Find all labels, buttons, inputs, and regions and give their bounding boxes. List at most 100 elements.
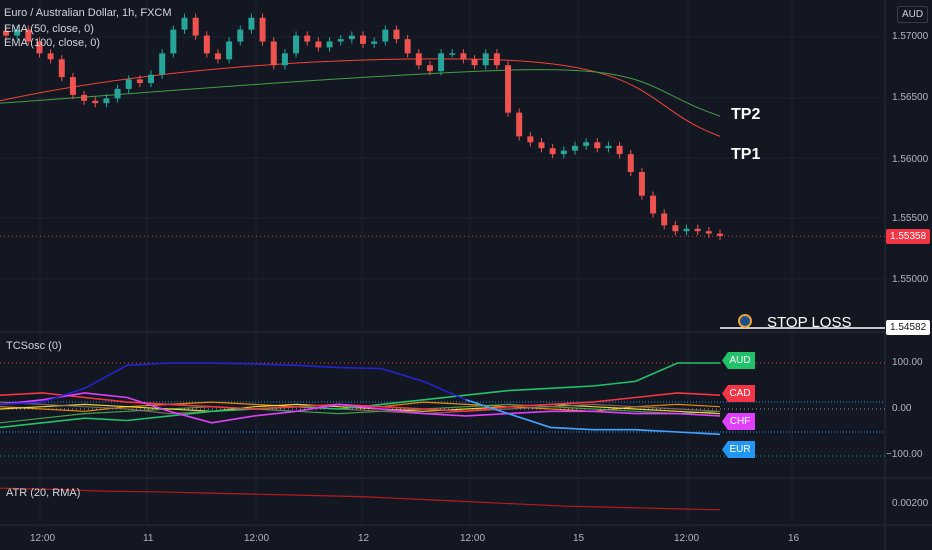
candle-body bbox=[248, 17, 255, 30]
candle-body bbox=[560, 150, 567, 155]
candle-body bbox=[415, 53, 422, 66]
candle-body bbox=[616, 145, 623, 155]
stop-loss-label[interactable]: STOP LOSS bbox=[767, 314, 852, 331]
candle-body bbox=[571, 145, 578, 151]
candle-body bbox=[170, 29, 177, 54]
candle-body bbox=[516, 112, 523, 137]
osc-tick: 0.00 bbox=[892, 403, 912, 414]
candle-body bbox=[627, 154, 634, 172]
candle-body bbox=[3, 30, 9, 36]
candle-body bbox=[125, 79, 132, 89]
time-tick: 16 bbox=[788, 533, 800, 544]
candle-body bbox=[315, 41, 322, 48]
candle-body bbox=[237, 29, 244, 42]
aud-label: AUD bbox=[722, 352, 755, 369]
candle-body bbox=[449, 53, 456, 55]
candle-body bbox=[549, 148, 556, 155]
ema100-legend: EMA (100, close, 0) bbox=[4, 37, 100, 49]
candle-body bbox=[92, 100, 99, 104]
candle-body bbox=[493, 53, 500, 66]
candle-body bbox=[426, 65, 433, 72]
stop-loss-icon bbox=[738, 314, 752, 328]
candle-body bbox=[360, 35, 366, 44]
osc-series-eur-tail bbox=[465, 399, 721, 436]
oscillator-title: TCSosc (0) bbox=[6, 340, 62, 352]
candle-body bbox=[203, 35, 210, 54]
candle-body bbox=[192, 17, 199, 36]
candle-body bbox=[14, 29, 21, 36]
cad-label: CAD bbox=[722, 385, 755, 402]
ema50-legend: EMA (50, close, 0) bbox=[4, 23, 94, 35]
candle-body bbox=[81, 94, 88, 101]
candle-body bbox=[661, 213, 668, 226]
candle-body bbox=[136, 79, 143, 83]
candle-body bbox=[36, 41, 43, 54]
ema50-line bbox=[0, 58, 721, 137]
time-tick: 12:00 bbox=[244, 533, 270, 544]
candles bbox=[3, 13, 723, 241]
time-tick: 12 bbox=[358, 533, 370, 544]
osc-series-cad bbox=[0, 392, 721, 413]
osc-series-line bbox=[0, 403, 721, 424]
candle-body bbox=[717, 233, 723, 236]
candle-body bbox=[159, 53, 166, 75]
price-tick: 1.56500 bbox=[892, 92, 929, 103]
candle-body bbox=[638, 171, 645, 196]
candle-body bbox=[326, 41, 333, 48]
price-tick: 1.55500 bbox=[892, 213, 929, 224]
candle-body bbox=[181, 17, 188, 30]
candle-body bbox=[69, 77, 76, 95]
candle-body bbox=[293, 35, 300, 54]
candle-body bbox=[672, 225, 679, 232]
stop-price-label: 1.54582 bbox=[886, 320, 931, 335]
candle-body bbox=[538, 142, 545, 149]
candle-body bbox=[438, 53, 445, 72]
time-tick: 12:00 bbox=[30, 533, 56, 544]
candle-body bbox=[259, 17, 266, 42]
candle-body bbox=[605, 145, 612, 149]
chart-title: Euro / Australian Dollar, 1h, FXCM bbox=[4, 7, 172, 19]
candle-body bbox=[304, 35, 311, 42]
candle-body bbox=[337, 39, 344, 42]
tp2-label[interactable]: TP2 bbox=[731, 106, 761, 123]
osc-tick: 100.00 bbox=[892, 357, 923, 368]
chf-label: CHF bbox=[722, 413, 755, 430]
candle-body bbox=[583, 142, 590, 146]
osc-tick: −100.00 bbox=[886, 449, 923, 460]
candle-body bbox=[58, 59, 65, 78]
osc-series-line bbox=[0, 403, 721, 415]
candle-body bbox=[226, 41, 233, 60]
last-price-label: 1.55358 bbox=[886, 229, 931, 244]
eur-label: EUR bbox=[722, 441, 755, 458]
candle-body bbox=[103, 98, 110, 104]
atr-line bbox=[0, 487, 721, 511]
candle-body bbox=[683, 228, 690, 232]
oscillator-lines bbox=[0, 362, 721, 436]
time-tick: 12:00 bbox=[460, 533, 486, 544]
candle-body bbox=[505, 65, 512, 113]
candle-body bbox=[650, 195, 657, 214]
tp1-label[interactable]: TP1 bbox=[731, 146, 761, 163]
atr-series-line bbox=[0, 487, 721, 511]
candle-body bbox=[371, 41, 378, 44]
candle-body bbox=[594, 142, 601, 149]
time-tick: 11 bbox=[143, 533, 154, 544]
candle-body bbox=[404, 39, 411, 54]
currency-badge[interactable]: AUD bbox=[897, 6, 929, 23]
osc-series-line bbox=[0, 401, 721, 415]
osc-series-chf bbox=[0, 392, 721, 424]
price-tick: 1.56000 bbox=[892, 154, 929, 165]
candle-body bbox=[348, 35, 355, 40]
price-tick: 1.57000 bbox=[892, 31, 929, 42]
time-tick: 12:00 bbox=[674, 533, 700, 544]
candle-body bbox=[694, 228, 701, 232]
candle-body bbox=[527, 136, 534, 143]
candle-body bbox=[471, 59, 478, 66]
candle-body bbox=[482, 53, 489, 66]
candle-body bbox=[25, 29, 32, 42]
atr-tick: 0.00200 bbox=[892, 498, 929, 509]
candle-body bbox=[281, 53, 288, 66]
candle-body bbox=[47, 53, 54, 60]
candle-body bbox=[270, 41, 277, 66]
